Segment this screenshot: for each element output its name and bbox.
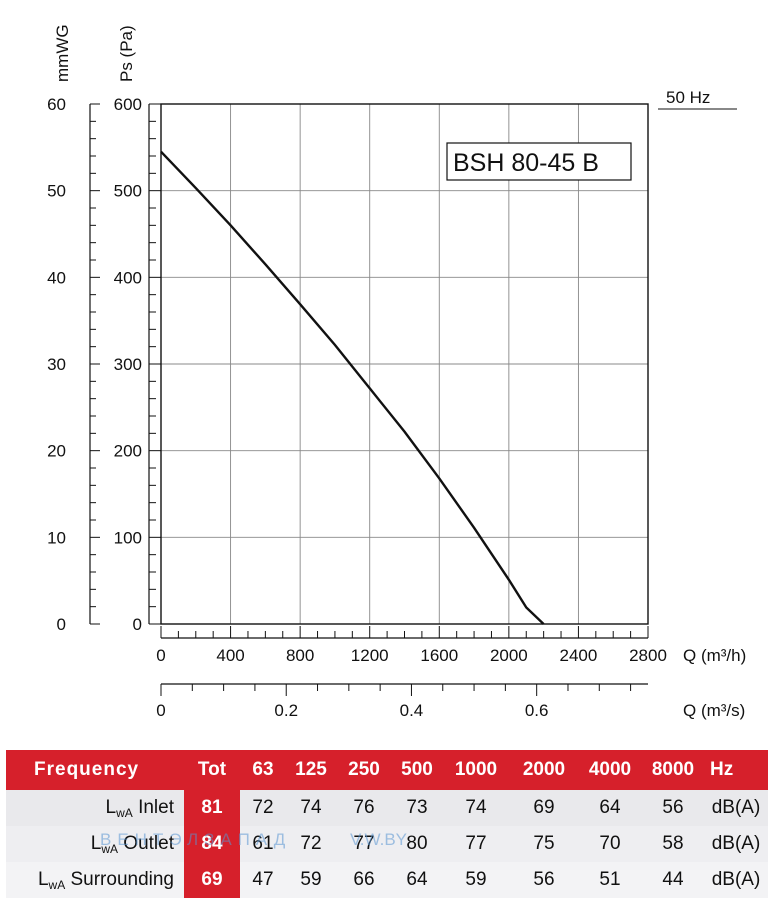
- pa-tick-label: 100: [114, 528, 142, 547]
- header-250: 250: [336, 750, 392, 790]
- value-cell: 44: [642, 862, 704, 898]
- value-cell: 74: [442, 790, 510, 826]
- model-box: [446, 142, 632, 181]
- grid-lines: [161, 104, 648, 624]
- value-cell: 73: [392, 790, 442, 826]
- mmwg-tick-label: 50: [47, 182, 66, 201]
- x-tick-label: 800: [286, 646, 314, 665]
- axes: [89, 103, 649, 696]
- tot-cell: 84: [184, 826, 240, 862]
- value-cell: 69: [510, 790, 578, 826]
- x-tick-label: 2400: [560, 646, 598, 665]
- value-cell: 66: [336, 862, 392, 898]
- mmwg-tick-label: 10: [47, 528, 66, 547]
- pa-tick-label: 0: [133, 615, 142, 634]
- unit-cell: dB(A): [704, 826, 768, 862]
- x-tick-label: 400: [216, 646, 244, 665]
- x2-tick-label: 0.4: [400, 701, 424, 720]
- header-2000: 2000: [510, 750, 578, 790]
- header-1000: 1000: [442, 750, 510, 790]
- tot-cell: 81: [184, 790, 240, 826]
- table-row: LwA Surrounding 69 47 59 66 64 59 56 51 44 dB(A): [6, 862, 768, 898]
- row-label: LwA Inlet: [6, 790, 184, 826]
- frequency-label: 50 Hz: [666, 88, 710, 107]
- value-cell: 80: [392, 826, 442, 862]
- x2-tick-label: 0.6: [525, 701, 549, 720]
- unit-cell: dB(A): [704, 862, 768, 898]
- x-tick-label: 2800: [629, 646, 667, 665]
- value-cell: 47: [240, 862, 286, 898]
- value-cell: 77: [336, 826, 392, 862]
- value-cell: 59: [286, 862, 336, 898]
- value-cell: 75: [510, 826, 578, 862]
- row-label-main: L: [37, 868, 49, 890]
- header-63: 63: [240, 750, 286, 790]
- x-axis-title: Q (m³/h): [683, 646, 746, 665]
- value-cell: 74: [286, 790, 336, 826]
- pa-tick-label: 200: [114, 442, 142, 461]
- value-cell: 64: [578, 790, 642, 826]
- pa-tick-label: 400: [114, 268, 142, 287]
- x2-axis-title: Q (m³/s): [683, 701, 745, 720]
- value-cell: 76: [336, 790, 392, 826]
- value-cell: 61: [240, 826, 286, 862]
- header-hz: Hz: [704, 750, 768, 790]
- x-tick-label: 1600: [420, 646, 458, 665]
- row-label-main: L: [90, 832, 102, 854]
- pa-tick-label: 300: [114, 355, 142, 374]
- value-cell: 77: [442, 826, 510, 862]
- mmwg-axis-title: mmWG: [53, 24, 72, 82]
- row-label: LwA Surrounding: [6, 862, 184, 898]
- unit-cell: dB(A): [704, 790, 768, 826]
- header-frequency: Frequency: [6, 750, 184, 790]
- row-label-subscript: wA: [116, 805, 133, 820]
- header-125: 125: [286, 750, 336, 790]
- x2-tick-label: 0: [156, 701, 165, 720]
- header-500: 500: [392, 750, 442, 790]
- x2-tick-label: 0.2: [274, 701, 298, 720]
- row-label: LwA Outlet: [6, 826, 184, 862]
- pa-axis-title: Ps (Pa): [117, 25, 136, 82]
- value-cell: 56: [510, 862, 578, 898]
- mmwg-tick-label: 40: [47, 268, 66, 287]
- model-label: BSH 80-45 B: [453, 149, 599, 177]
- value-cell: 51: [578, 862, 642, 898]
- row-label-subscript: wA: [101, 841, 119, 856]
- header-4000: 4000: [578, 750, 642, 790]
- row-label-subscript: wA: [48, 877, 66, 892]
- header-8000: 8000: [642, 750, 704, 790]
- row-label-main: L: [105, 796, 117, 818]
- x-tick-label: 2000: [490, 646, 528, 665]
- sound-power-table: Frequency Tot 63 125 250 500 1000 2000 4…: [6, 750, 768, 898]
- mmwg-tick-label: 20: [47, 442, 66, 461]
- table-row: LwA Outlet 84 61 72 77 80 77 75 70 58 dB(A): [6, 826, 768, 862]
- value-cell: 72: [240, 790, 286, 826]
- x-tick-label: 0: [156, 646, 165, 665]
- mmwg-tick-label: 30: [47, 355, 66, 374]
- pa-tick-label: 600: [114, 95, 142, 114]
- value-cell: 58: [642, 826, 704, 862]
- value-cell: 70: [578, 826, 642, 862]
- value-cell: 59: [442, 862, 510, 898]
- row-label-text: Outlet: [118, 832, 174, 854]
- x-tick-label: 1200: [351, 646, 389, 665]
- value-cell: 64: [392, 862, 442, 898]
- table-header-row: Frequency Tot 63 125 250 500 1000 2000 4…: [6, 750, 768, 790]
- mmwg-tick-label: 60: [47, 95, 66, 114]
- value-cell: 56: [642, 790, 704, 826]
- value-cell: 72: [286, 826, 336, 862]
- row-label-text: Inlet: [132, 796, 174, 818]
- table-row: LwA Inlet 81 72 74 76 73 74 69 64 56 dB(A): [6, 790, 768, 826]
- row-label-text: Surrounding: [65, 868, 174, 890]
- tot-cell: 69: [184, 862, 240, 898]
- header-tot: Tot: [184, 750, 240, 790]
- mmwg-tick-label: 0: [57, 615, 66, 634]
- fan-curve-line: [160, 150, 545, 625]
- pa-tick-label: 500: [114, 182, 142, 201]
